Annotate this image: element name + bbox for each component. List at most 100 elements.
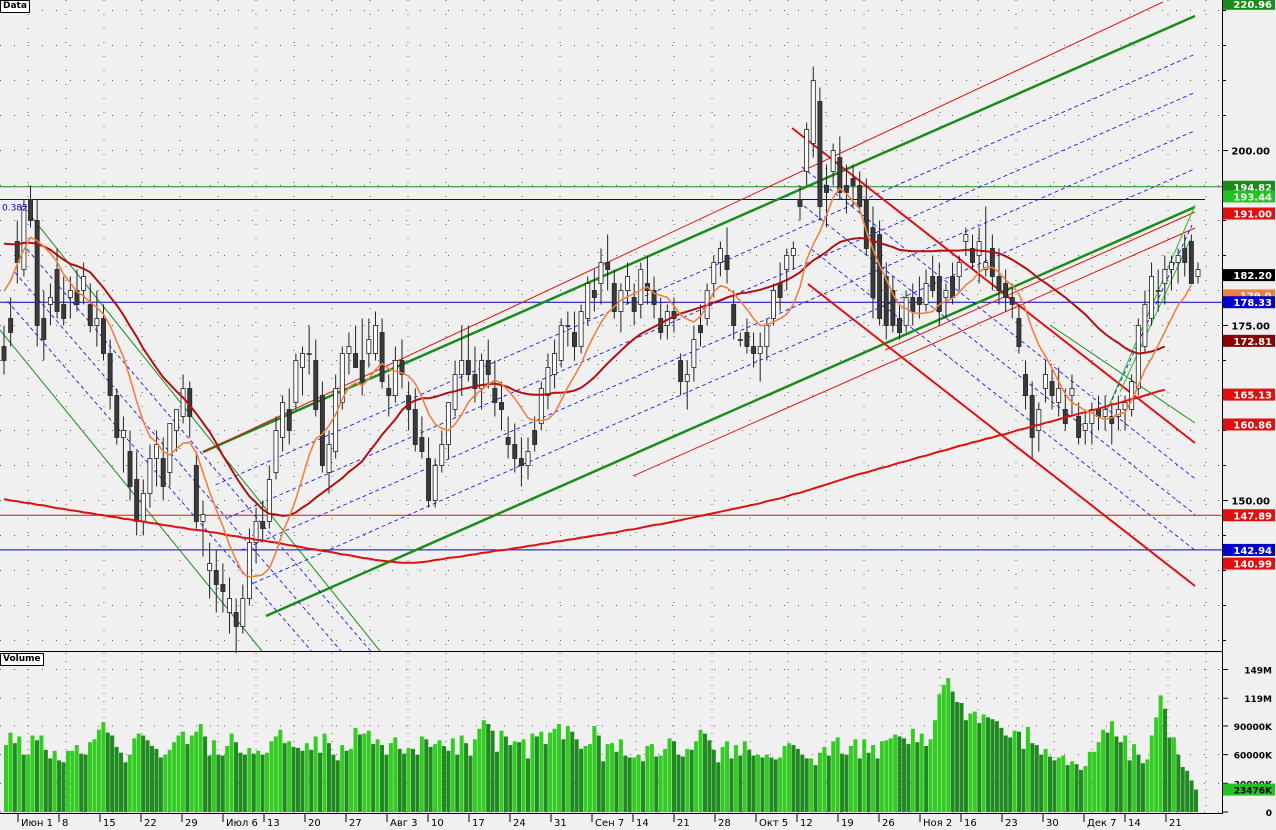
volume-bar xyxy=(141,735,146,812)
volume-bar xyxy=(1078,769,1083,812)
candle-down xyxy=(658,318,664,333)
candle-down xyxy=(319,395,325,466)
volume-bar xyxy=(74,745,79,812)
channel-lower xyxy=(265,205,1196,618)
volume-bar xyxy=(1176,754,1181,812)
channel-fib-dash xyxy=(215,53,1196,486)
candle-up xyxy=(47,297,53,305)
volume-bar xyxy=(592,725,597,812)
volume-bar xyxy=(654,756,659,812)
volume-bar xyxy=(1065,765,1070,812)
candle-down xyxy=(1029,395,1035,438)
candle-up xyxy=(711,262,717,284)
volume-bar xyxy=(380,745,385,812)
volume-bar xyxy=(229,733,234,812)
volume-bar xyxy=(295,747,300,812)
candle-up xyxy=(273,430,279,473)
volume-bar xyxy=(1030,743,1035,812)
ma-mid-line xyxy=(3,236,1166,517)
volume-bar xyxy=(813,765,818,812)
volume-bar xyxy=(764,754,769,812)
date-axis: Июн 1 8 15 22 29 Июл 6 13 20 27 Авг 3 10 17 24 31 Сен … xyxy=(17,813,1182,829)
volume-bar xyxy=(986,717,991,812)
volume-bar xyxy=(225,746,230,812)
candle-up xyxy=(200,514,206,522)
volume-bar xyxy=(406,747,411,812)
candle-down xyxy=(989,248,995,277)
candle-down xyxy=(499,402,504,410)
candle-up xyxy=(81,276,87,291)
volume-bar xyxy=(875,758,880,812)
candle-down xyxy=(996,276,1002,291)
volume-bar xyxy=(725,741,730,812)
volume-bar xyxy=(791,745,796,812)
candle-down xyxy=(916,297,922,305)
candle-up xyxy=(545,367,551,396)
ma-fast-line xyxy=(3,187,1193,578)
candle-up xyxy=(432,465,438,501)
candle-down xyxy=(426,458,431,501)
volume-bar xyxy=(1025,726,1030,812)
candle-down xyxy=(8,318,14,333)
candle-down xyxy=(1009,297,1015,305)
volume-bar xyxy=(932,720,937,812)
candle-up xyxy=(293,360,299,403)
price-marker-bg xyxy=(1223,543,1275,556)
volume-bar xyxy=(34,740,39,812)
volume-bar xyxy=(1149,735,1154,812)
candle-down xyxy=(379,332,385,382)
volume-bar xyxy=(265,752,270,812)
volume-bar xyxy=(906,744,911,812)
volume-bar xyxy=(70,750,75,812)
fall-fib-dash xyxy=(803,205,1196,515)
candle-down xyxy=(1188,241,1194,284)
x-tick-label: 31 xyxy=(554,818,567,829)
volume-bar xyxy=(127,754,132,812)
volume-bar xyxy=(769,757,774,812)
candle-down xyxy=(936,276,942,312)
candle-up xyxy=(1135,325,1141,389)
volume-bar xyxy=(574,739,579,812)
volume-bar xyxy=(441,746,446,812)
candle-down xyxy=(353,353,359,368)
price-markers: 179.0220.96194.82193.44191.00182.20178.3… xyxy=(1223,0,1275,571)
candle-up xyxy=(306,353,312,355)
candle-up xyxy=(1069,388,1075,396)
volume-bar xyxy=(424,739,429,812)
vol-last-value-bg xyxy=(1223,783,1275,796)
volume-bar xyxy=(649,744,654,812)
volume-bar xyxy=(689,749,694,812)
volume-bar xyxy=(468,755,473,812)
volume-bar xyxy=(848,746,853,812)
candle-down xyxy=(134,479,140,522)
x-tick-label: 14 xyxy=(636,818,649,829)
volume-bar xyxy=(101,722,106,812)
price-marker-bg xyxy=(1223,207,1275,220)
volume-bar xyxy=(256,750,261,812)
fall-channel-upper xyxy=(791,127,1196,444)
volume-bar xyxy=(1101,729,1106,812)
candle-up xyxy=(1175,255,1181,263)
volume-bar xyxy=(862,739,867,812)
candle-down xyxy=(930,276,936,291)
candle-up xyxy=(737,339,743,341)
volume-bar xyxy=(1123,735,1128,812)
candle-up xyxy=(903,297,909,326)
volume-bar xyxy=(587,744,592,812)
candle-down xyxy=(857,185,863,207)
price-marker-label: 220.96 xyxy=(1233,0,1272,11)
volume-bar xyxy=(831,741,836,812)
volume-bar xyxy=(251,753,256,812)
volume-bar xyxy=(698,729,703,812)
candle-down xyxy=(532,430,538,445)
price-panel-label: Data xyxy=(0,0,30,13)
volume-bar xyxy=(999,727,1004,812)
volume-bar xyxy=(353,727,358,812)
candle-up xyxy=(565,325,571,327)
x-tick-label: 22 xyxy=(144,818,157,829)
x-tick-label: Июн 1 xyxy=(21,818,53,829)
volume-bar xyxy=(273,736,278,812)
candle-down xyxy=(160,458,166,487)
price-marker-label: 191.00 xyxy=(1233,210,1272,221)
volume-bar xyxy=(817,752,822,812)
